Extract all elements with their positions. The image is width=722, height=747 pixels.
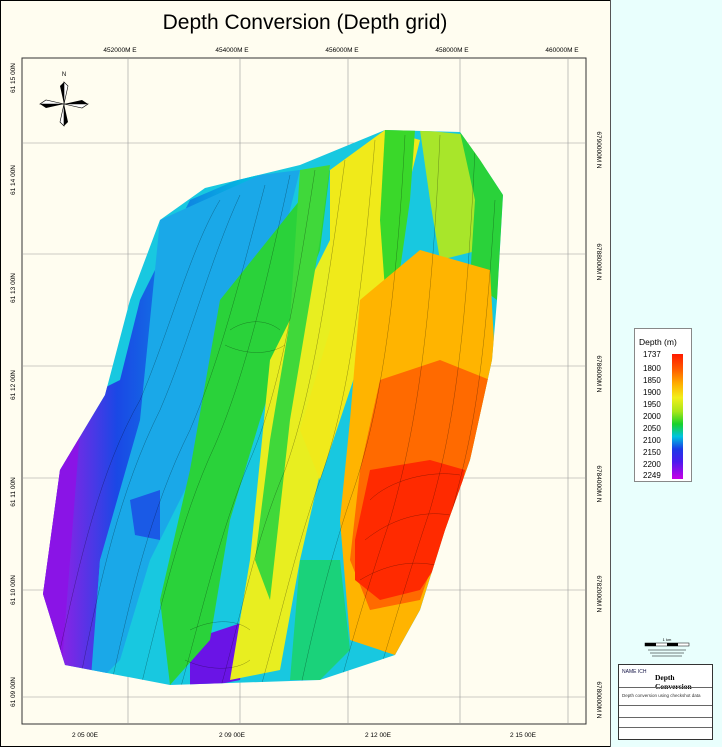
legend-label: 2150 — [643, 448, 661, 457]
map-canvas: N 452000M E 454000M E 456000M E 458000M … — [10, 47, 602, 739]
top-tick-label: 456000M E — [325, 47, 359, 54]
bottom-tick-label: 2 15 00E — [510, 732, 537, 739]
legend-color-bar — [672, 354, 683, 479]
depth-grid — [43, 130, 503, 685]
right-tick-label: 6784000M N — [595, 465, 602, 503]
left-tick-label: 61 14 00N — [10, 165, 17, 195]
bottom-tick-label: 2 05 00E — [72, 732, 99, 739]
right-tick-label: 6786000M N — [595, 355, 602, 393]
divider — [619, 687, 712, 688]
legend-label: 2249 — [643, 471, 661, 480]
left-tick-label: 61 10 00N — [10, 575, 17, 605]
divider — [619, 717, 712, 718]
title-block-title: Depth Conversion — [655, 673, 692, 691]
bottom-tick-label: 2 12 00E — [365, 732, 392, 739]
left-tick-label: 61 13 00N — [10, 273, 17, 303]
legend-label: 1737 — [643, 350, 661, 359]
left-tick-label: 61 11 00N — [10, 477, 17, 507]
map-border — [21, 57, 587, 725]
right-tick-label: 6782000M N — [595, 575, 602, 613]
legend-label: 2100 — [643, 436, 661, 445]
legend-label: 2050 — [643, 424, 661, 433]
title-block: NAME ICH Depth Conversion Depth conversi… — [618, 664, 713, 740]
left-tick-label: 61 09 00N — [10, 677, 17, 707]
left-tick-label: 61 15 00N — [10, 63, 17, 93]
scale-bar: 1 km — [644, 637, 690, 657]
company-logo: NAME ICH — [622, 669, 647, 675]
legend-title: Depth (m) — [639, 337, 677, 347]
left-tick-label: 61 12 00N — [10, 370, 17, 400]
legend-label: 1950 — [643, 400, 661, 409]
top-tick-label: 460000M E — [545, 47, 579, 54]
scale-bar-label: 1 km — [663, 637, 672, 642]
right-tick-label: 6780000M N — [595, 681, 602, 719]
right-tick-label: 6788000M N — [595, 243, 602, 281]
top-tick-label: 454000M E — [215, 47, 249, 54]
legend-label: 2000 — [643, 412, 661, 421]
bottom-tick-label: 2 09 00E — [219, 732, 246, 739]
legend-label: 1900 — [643, 388, 661, 397]
right-tick-label: 6790000M N — [595, 131, 602, 169]
map-title: Depth Conversion (Depth grid) — [162, 11, 448, 34]
divider — [619, 727, 712, 728]
title-block-subtitle: Depth conversion using checkshot data — [622, 693, 701, 698]
top-tick-label: 458000M E — [435, 47, 469, 54]
depth-legend: Depth (m) 1737 1800 1850 1900 1950 2000 … — [634, 328, 692, 482]
legend-label: 1800 — [643, 364, 661, 373]
north-label: N — [62, 72, 66, 78]
legend-label: 2200 — [643, 460, 661, 469]
divider — [619, 705, 712, 706]
north-arrow-icon — [39, 81, 89, 127]
legend-label: 1850 — [643, 376, 661, 385]
top-tick-label: 452000M E — [103, 47, 137, 54]
